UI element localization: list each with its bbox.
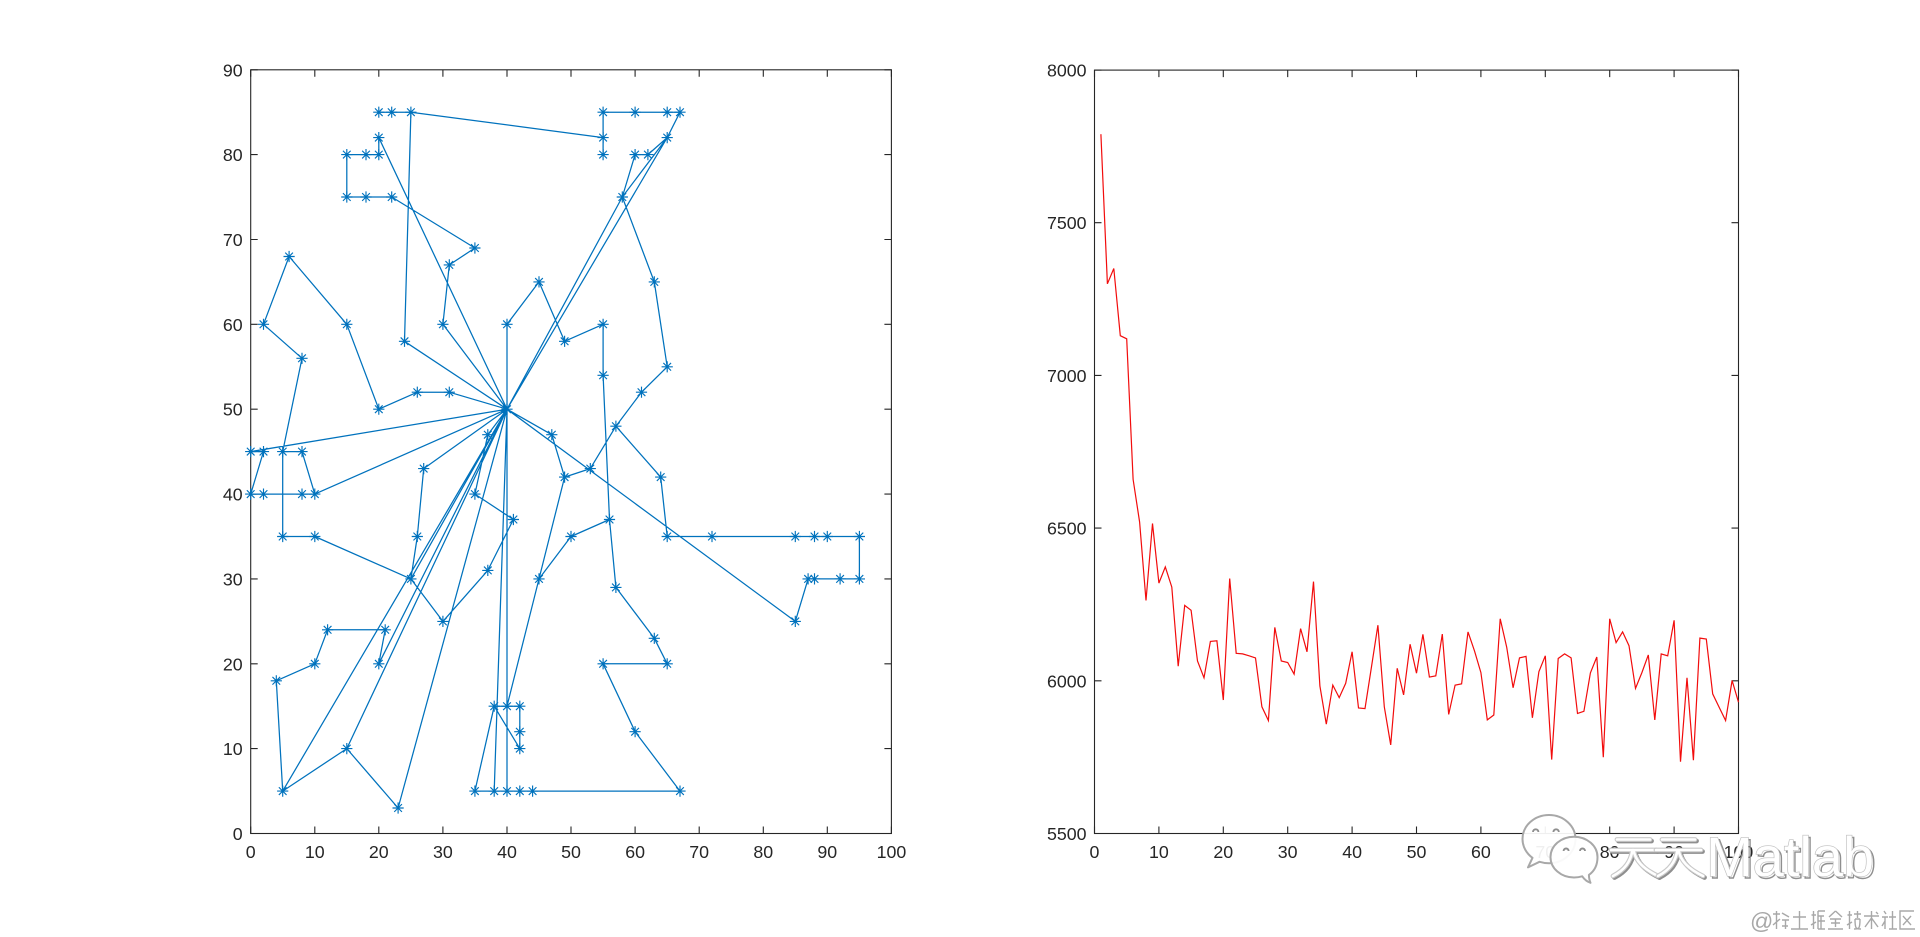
- svg-text:90: 90: [817, 842, 837, 862]
- svg-text:40: 40: [223, 485, 243, 505]
- svg-text:30: 30: [433, 842, 453, 862]
- svg-text:90: 90: [223, 60, 243, 80]
- svg-text:40: 40: [497, 842, 517, 862]
- svg-text:80: 80: [753, 842, 773, 862]
- svg-text:100: 100: [1724, 842, 1754, 862]
- svg-text:60: 60: [223, 315, 243, 335]
- svg-text:0: 0: [246, 842, 256, 862]
- svg-text:50: 50: [1407, 842, 1427, 862]
- svg-text:Matlab: Matlab: [1706, 825, 1874, 888]
- svg-text:Matlab: Matlab: [1708, 827, 1876, 890]
- svg-text:20: 20: [1213, 842, 1233, 862]
- svg-text:5500: 5500: [1047, 824, 1087, 844]
- svg-text:30: 30: [1278, 842, 1298, 862]
- svg-text:30: 30: [223, 569, 243, 589]
- svg-text:60: 60: [1471, 842, 1491, 862]
- svg-text:6500: 6500: [1047, 519, 1087, 539]
- svg-text:7000: 7000: [1047, 366, 1087, 386]
- svg-text:0: 0: [233, 824, 243, 844]
- svg-text:6000: 6000: [1047, 671, 1087, 691]
- svg-text:70: 70: [223, 230, 243, 250]
- svg-text:100: 100: [877, 842, 907, 862]
- svg-text:20: 20: [223, 654, 243, 674]
- svg-text:20: 20: [369, 842, 389, 862]
- svg-text:10: 10: [1149, 842, 1169, 862]
- svg-text:10: 10: [305, 842, 325, 862]
- svg-text:8000: 8000: [1047, 61, 1087, 81]
- svg-text:@: @: [1750, 908, 1773, 934]
- svg-text:60: 60: [625, 842, 645, 862]
- svg-text:10: 10: [223, 739, 243, 759]
- svg-text:40: 40: [1342, 842, 1362, 862]
- svg-text:50: 50: [223, 400, 243, 420]
- svg-text:70: 70: [689, 842, 709, 862]
- svg-text:80: 80: [223, 145, 243, 165]
- svg-text:0: 0: [1090, 842, 1100, 862]
- svg-text:7500: 7500: [1047, 213, 1087, 233]
- svg-text:50: 50: [561, 842, 581, 862]
